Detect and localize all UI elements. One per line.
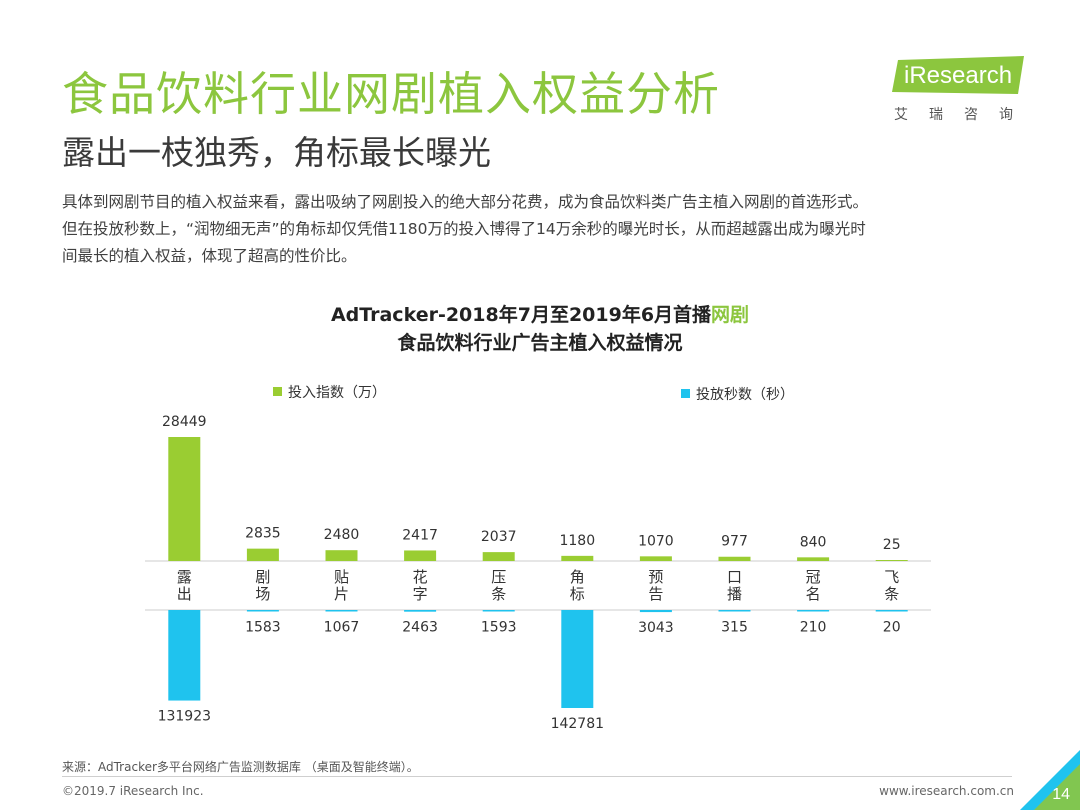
bar-seconds <box>246 610 279 612</box>
category-label: 条 <box>491 585 506 603</box>
category-label: 出 <box>177 585 192 603</box>
bar-seconds <box>797 610 830 612</box>
bar-investment <box>797 557 830 561</box>
category-label: 预 <box>648 568 663 586</box>
legend-swatch-seconds <box>681 389 690 398</box>
bar-investment <box>404 550 437 561</box>
bar-seconds <box>325 610 358 612</box>
category-label: 告 <box>648 585 663 603</box>
legend-label-seconds: 投放秒数（秒） <box>696 387 794 403</box>
category-label: 片 <box>334 585 349 603</box>
data-label-seconds: 20 <box>883 620 901 636</box>
data-label-seconds: 1593 <box>481 620 517 636</box>
bar-seconds <box>168 610 201 701</box>
data-label-seconds: 131923 <box>158 709 211 725</box>
bar-seconds <box>561 610 594 708</box>
logo-badge-shape <box>892 56 1024 94</box>
bar-investment <box>482 552 515 561</box>
bar-investment <box>875 560 908 561</box>
data-label-investment: 25 <box>883 537 901 553</box>
category-label: 播 <box>727 585 742 603</box>
category-label: 字 <box>413 585 428 603</box>
category-label: 场 <box>255 585 270 603</box>
category-label: 花 <box>413 568 428 586</box>
iresearch-logo: iResearch 艾瑞咨询 <box>884 56 1034 126</box>
chart-title-line-2: 食品饮料行业广告主植入权益情况 <box>397 332 683 354</box>
data-label-seconds: 142781 <box>551 716 604 732</box>
data-label-investment: 2835 <box>245 526 281 542</box>
bar-seconds <box>482 610 515 612</box>
chart-title-line-1: AdTracker-2018年7月至2019年6月首播网剧 <box>0 300 1080 327</box>
data-label-investment: 2417 <box>402 527 438 543</box>
category-label: 标 <box>570 585 585 603</box>
data-label-investment: 2037 <box>481 529 517 545</box>
bar-investment <box>168 437 201 561</box>
category-label: 名 <box>806 585 821 603</box>
description: 具体到网剧节目的植入权益来看，露出吸纳了网剧投入的绝大部分花费，成为食品饮料类广… <box>62 189 1032 270</box>
category-label: 露 <box>177 568 192 586</box>
copyright: ©2019.7 iResearch Inc. <box>62 784 204 798</box>
category-label: 口 <box>727 568 742 586</box>
data-label-seconds: 2463 <box>402 620 438 636</box>
legend-swatch-investment <box>273 387 282 396</box>
data-label-seconds: 1583 <box>245 620 281 636</box>
description-line: 但在投放秒数上，“润物细无声”的角标却仅凭借1180万的投入博得了14万余秒的曝… <box>62 220 866 238</box>
data-label-seconds: 315 <box>721 620 748 636</box>
bar-seconds <box>875 610 908 612</box>
page-subtitle: 露出一枝独秀，角标最长曝光 <box>62 133 491 172</box>
data-label-investment: 28449 <box>162 414 207 430</box>
data-label-investment: 840 <box>800 534 827 550</box>
data-label-investment: 1070 <box>638 533 674 549</box>
chart-title-prefix: AdTracker-2018年7月至2019年6月首播 <box>330 304 712 326</box>
data-label-investment: 2480 <box>324 527 360 543</box>
category-label: 飞 <box>884 568 899 586</box>
category-label: 压 <box>491 568 506 586</box>
description-line: 具体到网剧节目的植入权益来看，露出吸纳了网剧投入的绝大部分花费，成为食品饮料类广… <box>62 193 869 211</box>
logo-cn-text: 艾瑞咨询 <box>894 107 1034 123</box>
bar-investment <box>639 556 672 561</box>
bar-investment <box>246 548 279 561</box>
bar-seconds <box>718 610 751 612</box>
legend-label-investment: 投入指数（万） <box>288 385 386 401</box>
page-title: 食品饮料行业网剧植入权益分析 <box>62 67 720 121</box>
source-note: 来源：AdTracker多平台网络广告监测数据库 （桌面及智能终端）。 <box>62 760 419 774</box>
footer-divider <box>62 776 1012 777</box>
chart-title-highlight: 网剧 <box>711 304 750 326</box>
bar-seconds <box>639 610 672 613</box>
data-label-investment: 977 <box>721 534 748 550</box>
category-label: 条 <box>884 585 899 603</box>
category-label: 角 <box>570 568 585 586</box>
page-number: 14 <box>1052 786 1070 803</box>
bar-investment <box>718 556 751 561</box>
data-label-seconds: 1067 <box>324 620 360 636</box>
category-label: 冠 <box>806 568 821 586</box>
corner-decoration <box>1020 750 1080 810</box>
website-link[interactable]: www.iresearch.com.cn <box>879 784 1014 798</box>
bar-investment <box>325 550 358 561</box>
data-label-seconds: 210 <box>800 620 827 636</box>
description-line: 间最长的植入权益，体现了超高的性价比。 <box>62 247 357 265</box>
bar-investment <box>561 555 594 561</box>
data-label-seconds: 3043 <box>638 620 674 636</box>
logo-text: iResearch <box>904 62 1013 89</box>
data-label-investment: 1180 <box>559 533 595 549</box>
category-label: 贴 <box>334 568 349 586</box>
category-label: 剧 <box>255 568 270 586</box>
bar-seconds <box>404 610 437 612</box>
